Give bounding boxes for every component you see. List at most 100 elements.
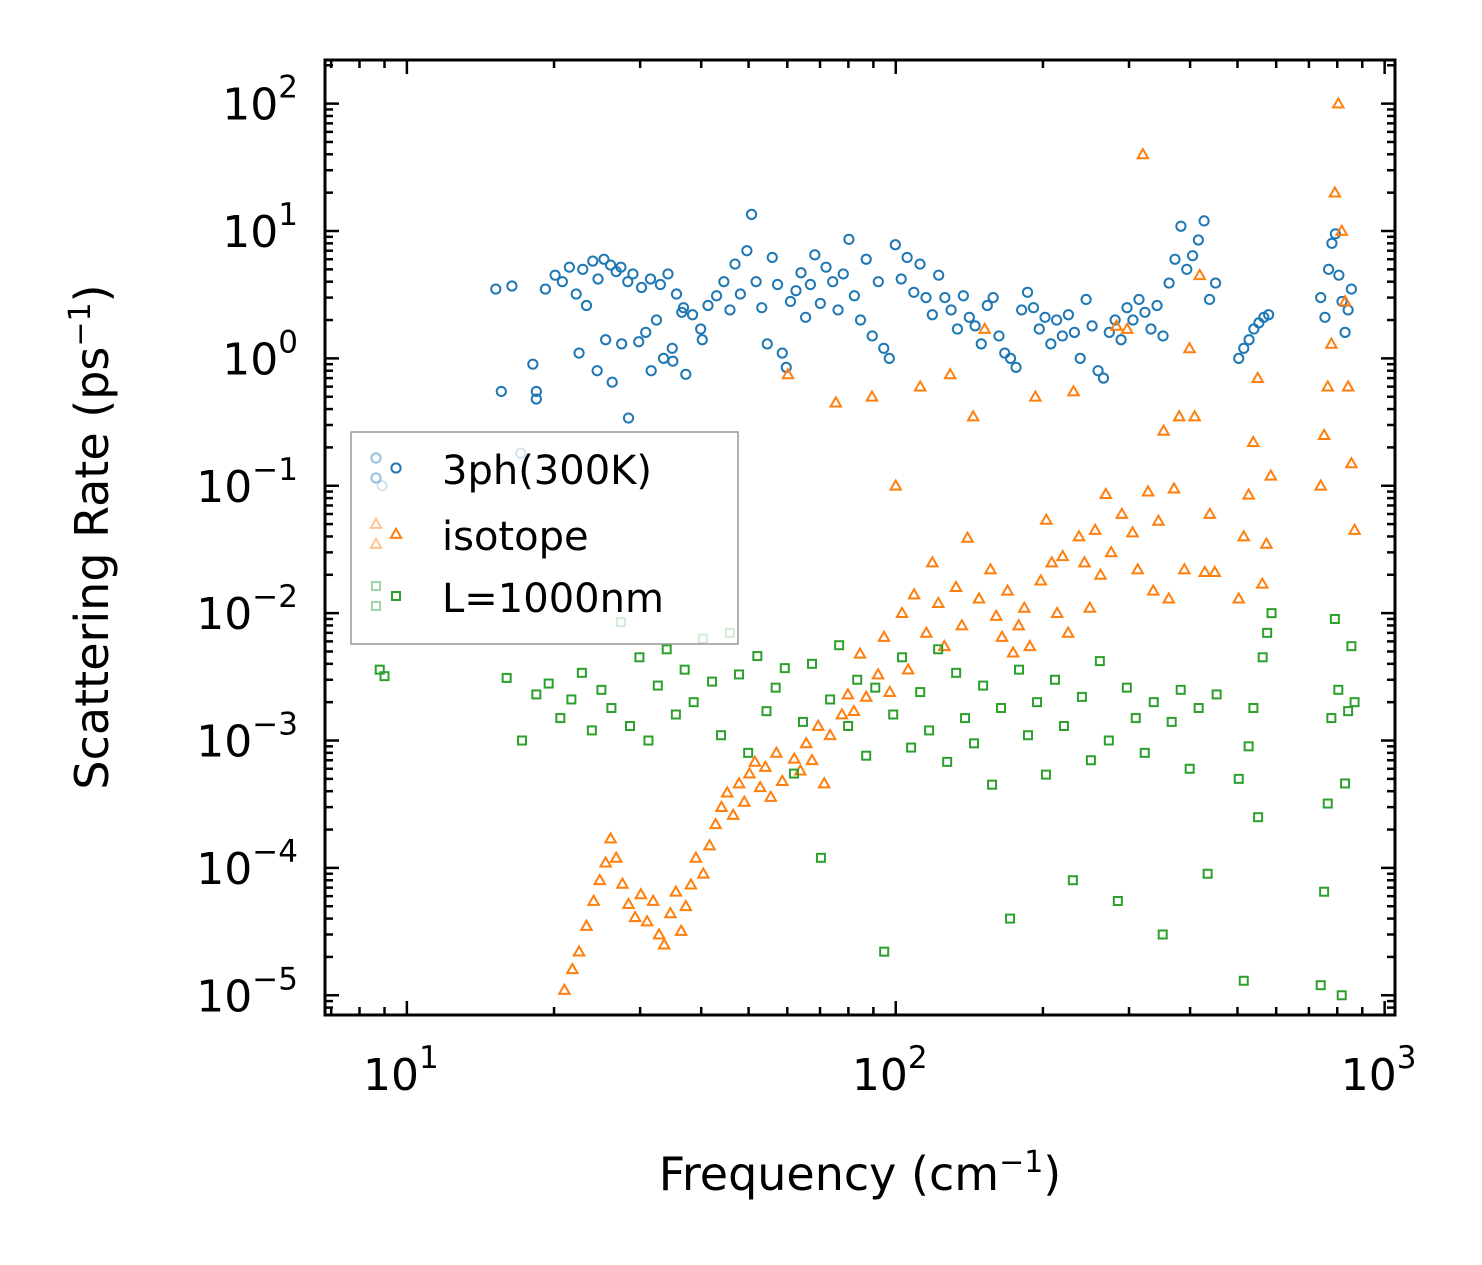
data-point bbox=[1326, 237, 1338, 249]
data-point bbox=[872, 276, 884, 288]
data-point bbox=[715, 730, 726, 741]
data-point bbox=[747, 754, 762, 767]
data-point bbox=[1255, 576, 1270, 589]
data-point bbox=[1056, 330, 1068, 342]
data-point bbox=[501, 672, 512, 683]
data-point bbox=[531, 689, 542, 700]
data-point bbox=[853, 646, 867, 659]
series-2 bbox=[374, 608, 1360, 1001]
data-point bbox=[919, 625, 934, 638]
data-point bbox=[622, 276, 634, 288]
data-point bbox=[901, 251, 913, 264]
legend-marker bbox=[390, 462, 402, 474]
data-point bbox=[1000, 583, 1015, 596]
y-tick-label: 10−3 bbox=[196, 707, 298, 768]
data-point bbox=[490, 283, 502, 295]
data-point bbox=[1167, 481, 1181, 494]
data-point bbox=[1233, 352, 1245, 364]
data-point bbox=[1050, 314, 1063, 326]
series-1 bbox=[557, 96, 1362, 995]
data-point bbox=[811, 718, 826, 731]
data-point bbox=[769, 745, 784, 758]
y-tick-label: 100 bbox=[222, 324, 298, 385]
data-point bbox=[945, 304, 957, 316]
data-point bbox=[951, 323, 964, 335]
data-point bbox=[517, 735, 528, 746]
data-point bbox=[827, 276, 839, 288]
data-point bbox=[1262, 627, 1273, 638]
data-point bbox=[866, 330, 878, 342]
data-point bbox=[877, 629, 891, 642]
data-point bbox=[1068, 326, 1081, 338]
data-point bbox=[779, 663, 790, 674]
data-point bbox=[708, 817, 723, 830]
data-point bbox=[993, 330, 1005, 342]
data-point bbox=[615, 261, 627, 273]
data-point bbox=[907, 587, 921, 600]
data-point bbox=[592, 873, 607, 886]
data-point bbox=[1182, 341, 1197, 354]
data-point bbox=[543, 678, 554, 689]
data-point bbox=[678, 899, 693, 912]
data-point bbox=[1006, 645, 1021, 658]
legend-marker bbox=[370, 472, 382, 484]
data-point bbox=[539, 283, 551, 295]
data-point bbox=[666, 342, 678, 354]
data-point bbox=[1033, 573, 1048, 586]
data-point bbox=[1109, 318, 1124, 331]
data-point bbox=[799, 736, 814, 749]
data-point bbox=[913, 379, 928, 392]
data-point bbox=[680, 368, 692, 380]
data-point bbox=[797, 716, 808, 727]
data-point bbox=[1172, 409, 1187, 422]
data-point bbox=[1004, 352, 1017, 364]
data-point bbox=[737, 794, 752, 807]
data-point bbox=[817, 776, 832, 789]
legend-marker bbox=[391, 591, 401, 601]
data-point bbox=[987, 291, 999, 304]
data-point bbox=[1028, 389, 1043, 402]
x-tick-label: 102 bbox=[852, 1040, 928, 1101]
data-point bbox=[854, 314, 867, 326]
data-point bbox=[1050, 605, 1065, 619]
data-point bbox=[1133, 293, 1145, 306]
data-point bbox=[800, 311, 812, 323]
data-point bbox=[975, 338, 987, 350]
data-point bbox=[960, 713, 971, 724]
data-point bbox=[933, 644, 944, 655]
data-point bbox=[1032, 697, 1043, 708]
data-point bbox=[1315, 980, 1326, 991]
data-point bbox=[806, 658, 817, 669]
data-point bbox=[837, 268, 849, 280]
data-point bbox=[1243, 741, 1254, 752]
data-point bbox=[1339, 326, 1351, 338]
data-point bbox=[1074, 352, 1086, 364]
data-point bbox=[696, 334, 708, 346]
data-point bbox=[1253, 812, 1264, 823]
data-point bbox=[1125, 525, 1140, 538]
data-point bbox=[1250, 370, 1265, 384]
legend-entries: 3ph(300K) isotope L=1000nm bbox=[369, 448, 664, 622]
legend-label: L=1000nm bbox=[442, 576, 664, 622]
data-point bbox=[1322, 263, 1335, 275]
data-point bbox=[1112, 895, 1123, 906]
data-point bbox=[1192, 234, 1204, 246]
data-point bbox=[580, 299, 593, 312]
data-point bbox=[871, 667, 885, 680]
data-point bbox=[1186, 250, 1199, 262]
data-point bbox=[674, 923, 689, 936]
data-point bbox=[650, 314, 663, 326]
data-point bbox=[622, 412, 635, 424]
data-point bbox=[604, 259, 617, 271]
data-point bbox=[1266, 608, 1277, 619]
data-point bbox=[763, 789, 778, 802]
legend-box bbox=[350, 431, 739, 645]
data-point bbox=[776, 347, 788, 359]
data-point bbox=[1333, 269, 1345, 281]
data-point bbox=[1166, 716, 1177, 727]
data-point bbox=[627, 268, 639, 280]
data-point bbox=[843, 720, 854, 731]
data-point bbox=[1076, 691, 1087, 702]
data-point bbox=[1317, 427, 1332, 440]
data-point bbox=[977, 321, 992, 334]
